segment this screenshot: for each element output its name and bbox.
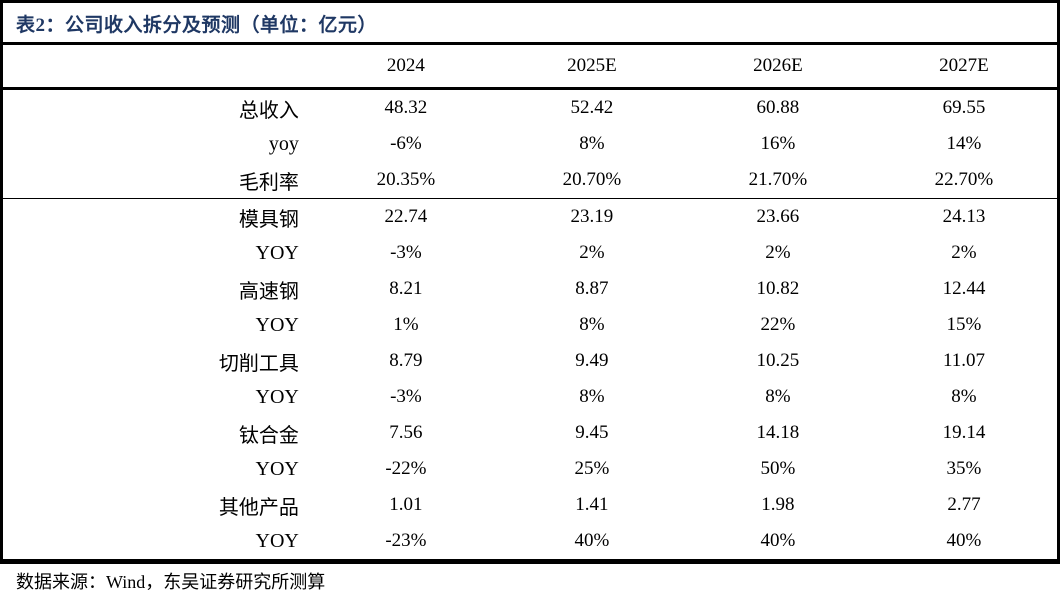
cell: -3% <box>390 386 422 407</box>
cell: 35% <box>946 458 982 479</box>
header-year-2026e: 2026E <box>684 45 871 90</box>
table-title-bar: 表2：公司收入拆分及预测（单位：亿元） <box>3 3 1057 45</box>
cell: 48.32 <box>384 97 428 118</box>
cell: 1.41 <box>575 494 609 515</box>
cell: -3% <box>390 242 422 263</box>
header-year-2025e: 2025E <box>498 45 685 90</box>
cell: 40% <box>946 530 982 551</box>
cell: 15% <box>946 314 982 335</box>
cell: 9.45 <box>575 422 609 443</box>
table-title: 表2：公司收入拆分及预测（单位：亿元） <box>16 15 378 36</box>
row-label: 切削工具 <box>218 352 299 375</box>
cell: 25% <box>574 458 610 479</box>
cell: 2% <box>951 242 977 263</box>
cell: -22% <box>385 458 427 479</box>
cell: 22.74 <box>384 206 428 227</box>
cell: 16% <box>760 133 796 154</box>
cell: 8% <box>579 314 605 335</box>
cell: 50% <box>760 458 796 479</box>
cell: 19.14 <box>942 422 986 443</box>
cell: 2.77 <box>947 494 981 515</box>
row-label: YOY <box>255 457 299 480</box>
cell: 8% <box>579 386 605 407</box>
data-source-text: 数据来源：Wind，东吴证券研究所测算 <box>16 572 326 592</box>
table-row-total-yoy: yoy -6% 8% 16% 14% <box>3 126 1057 162</box>
cell: 8.87 <box>575 278 609 299</box>
table-row-mould-steel-yoy: YOY -3% 2% 2% 2% <box>3 235 1057 271</box>
table-row-titanium-alloy: 钛合金 7.56 9.45 14.18 19.14 <box>3 415 1057 451</box>
cell: 8.79 <box>389 350 423 371</box>
cell: 8% <box>765 386 791 407</box>
table-row-titanium-alloy-yoy: YOY -22% 25% 50% 35% <box>3 451 1057 487</box>
cell: 8% <box>579 133 605 154</box>
cell: -6% <box>390 133 422 154</box>
cell: 23.19 <box>570 206 614 227</box>
cell: 21.70% <box>684 162 871 199</box>
table-row-total-revenue: 总收入 48.32 52.42 60.88 69.55 <box>3 89 1057 127</box>
cell: 2% <box>579 242 605 263</box>
cell: 22.70% <box>870 162 1057 199</box>
cell: 10.25 <box>756 350 800 371</box>
table-row-other-products-yoy: YOY -23% 40% 40% 40% <box>3 523 1057 559</box>
row-label: 毛利率 <box>3 162 313 199</box>
cell: 24.13 <box>942 206 986 227</box>
cell: 12.44 <box>942 278 986 299</box>
row-label: yoy <box>268 132 299 155</box>
cell: 69.55 <box>942 97 986 118</box>
cell: 11.07 <box>942 350 985 371</box>
table-row-cutting-tools-yoy: YOY -3% 8% 8% 8% <box>3 379 1057 415</box>
cell: 40% <box>760 530 796 551</box>
header-year-2027e: 2027E <box>870 45 1057 90</box>
cell: -23% <box>385 530 427 551</box>
cell: 23.66 <box>756 206 800 227</box>
cell: 14% <box>946 133 982 154</box>
table-row-high-speed-steel: 高速钢 8.21 8.87 10.82 12.44 <box>3 271 1057 307</box>
cell: 20.35% <box>312 162 499 199</box>
cell: 1.01 <box>389 494 423 515</box>
row-label: 钛合金 <box>238 424 299 447</box>
row-label: YOY <box>255 241 299 264</box>
cell: 14.18 <box>756 422 800 443</box>
row-label: 模具钢 <box>238 208 299 231</box>
cell: 1.98 <box>761 494 795 515</box>
row-label: 总收入 <box>238 99 299 122</box>
cell: 9.49 <box>575 350 609 371</box>
table-row-gross-margin: 毛利率 20.35% 20.70% 21.70% 22.70% <box>3 162 1057 199</box>
header-empty-cell <box>3 45 313 90</box>
revenue-forecast-table: 2024 2025E 2026E 2027E 总收入 48.32 52.42 6… <box>3 45 1057 559</box>
table-row-high-speed-steel-yoy: YOY 1% 8% 22% 15% <box>3 307 1057 343</box>
cell: 20.70% <box>498 162 685 199</box>
cell: 8% <box>951 386 977 407</box>
cell: 52.42 <box>570 97 614 118</box>
cell: 40% <box>574 530 610 551</box>
table-row-other-products: 其他产品 1.01 1.41 1.98 2.77 <box>3 487 1057 523</box>
row-label: YOY <box>255 313 299 336</box>
cell: 22% <box>760 314 796 335</box>
row-label: 高速钢 <box>238 280 299 303</box>
cell: 60.88 <box>756 97 800 118</box>
row-label: YOY <box>255 529 299 552</box>
header-year-2024: 2024 <box>312 45 499 90</box>
cell: 10.82 <box>756 278 800 299</box>
table-row-mould-steel: 模具钢 22.74 23.19 23.66 24.13 <box>3 199 1057 236</box>
cell: 2% <box>765 242 791 263</box>
cell: 8.21 <box>389 278 423 299</box>
row-label: YOY <box>255 385 299 408</box>
data-source-footer: 数据来源：Wind，东吴证券研究所测算 <box>3 559 1057 600</box>
row-label: 其他产品 <box>218 496 299 519</box>
cell: 1% <box>393 314 419 335</box>
table-row-cutting-tools: 切削工具 8.79 9.49 10.25 11.07 <box>3 343 1057 379</box>
cell: 7.56 <box>389 422 423 443</box>
header-row: 2024 2025E 2026E 2027E <box>3 45 1057 90</box>
